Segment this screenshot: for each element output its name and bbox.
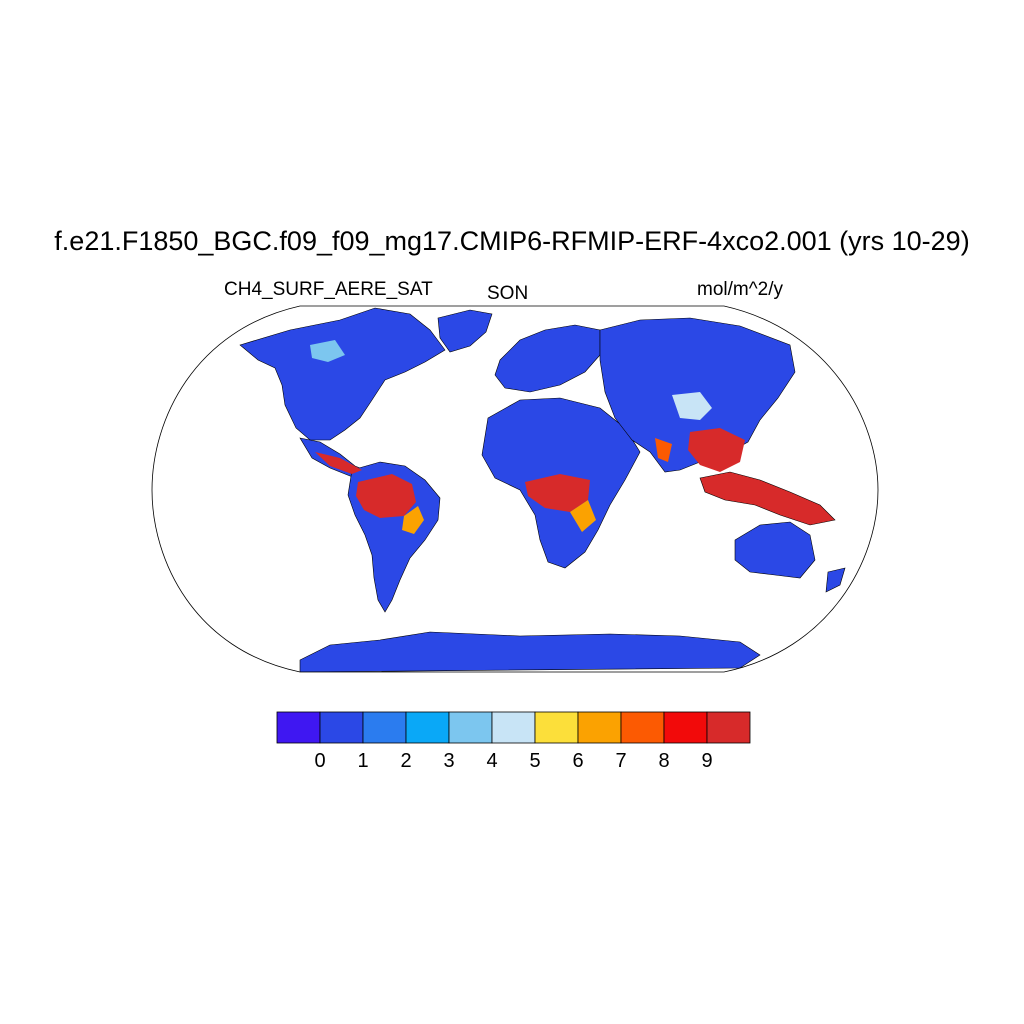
colorbar-swatch xyxy=(534,711,579,744)
colorbar-swatch xyxy=(620,711,665,744)
colorbar-labels: 0 1 2 3 4 5 6 7 8 9 xyxy=(0,750,1024,776)
colorbar-swatch xyxy=(706,711,751,744)
hotspot-congo-edge xyxy=(570,500,596,532)
hotspot-amazon-edge xyxy=(402,506,424,534)
land-maritime-continent xyxy=(699,471,836,526)
colorbar xyxy=(276,711,751,744)
season-label: SON xyxy=(487,283,529,304)
land-greenland xyxy=(437,309,493,353)
colorbar-tick-label: 7 xyxy=(615,750,627,772)
light-region-china xyxy=(672,392,712,420)
variable-label: CH4_SURF_AERE_SAT xyxy=(224,279,433,300)
hotspot-central-america xyxy=(315,452,362,474)
colorbar-swatch xyxy=(663,711,708,744)
light-region-canada xyxy=(310,340,345,362)
hotspot-southeast-asia xyxy=(688,428,745,472)
land-north-america xyxy=(239,307,446,441)
colorbar-tick-label: 3 xyxy=(443,750,455,772)
colorbar-tick-label: 0 xyxy=(314,750,326,772)
colorbar-swatch xyxy=(405,711,450,744)
hotspot-india xyxy=(655,438,672,462)
hotspot-amazon xyxy=(356,474,416,518)
units-label: mol/m^2/y xyxy=(697,279,783,300)
colorbar-tick-label: 6 xyxy=(572,750,584,772)
colorbar-tick-label: 9 xyxy=(701,750,713,772)
map-boundary xyxy=(151,305,879,673)
land-antarctica xyxy=(299,631,761,672)
colorbar-tick-label: 4 xyxy=(486,750,498,772)
colorbar-swatch xyxy=(362,711,407,744)
land-layer xyxy=(239,307,846,672)
colorbar-swatch xyxy=(577,711,622,744)
plot-title: f.e21.F1850_BGC.f09_f09_mg17.CMIP6-RFMIP… xyxy=(54,226,970,256)
colorbar-tick-label: 8 xyxy=(658,750,670,772)
colorbar-swatch xyxy=(319,711,364,744)
colorbar-swatch xyxy=(448,711,493,744)
land-new-zealand xyxy=(825,567,846,593)
land-europe xyxy=(494,324,601,393)
colorbar-tick-label: 5 xyxy=(529,750,541,772)
hotspot-congo xyxy=(525,474,590,512)
colorbar-tick-label: 2 xyxy=(400,750,412,772)
colorbar-tick-label: 1 xyxy=(357,750,369,772)
colorbar-swatch xyxy=(276,711,321,744)
colorbar-swatch xyxy=(491,711,536,744)
land-australia xyxy=(734,521,816,579)
